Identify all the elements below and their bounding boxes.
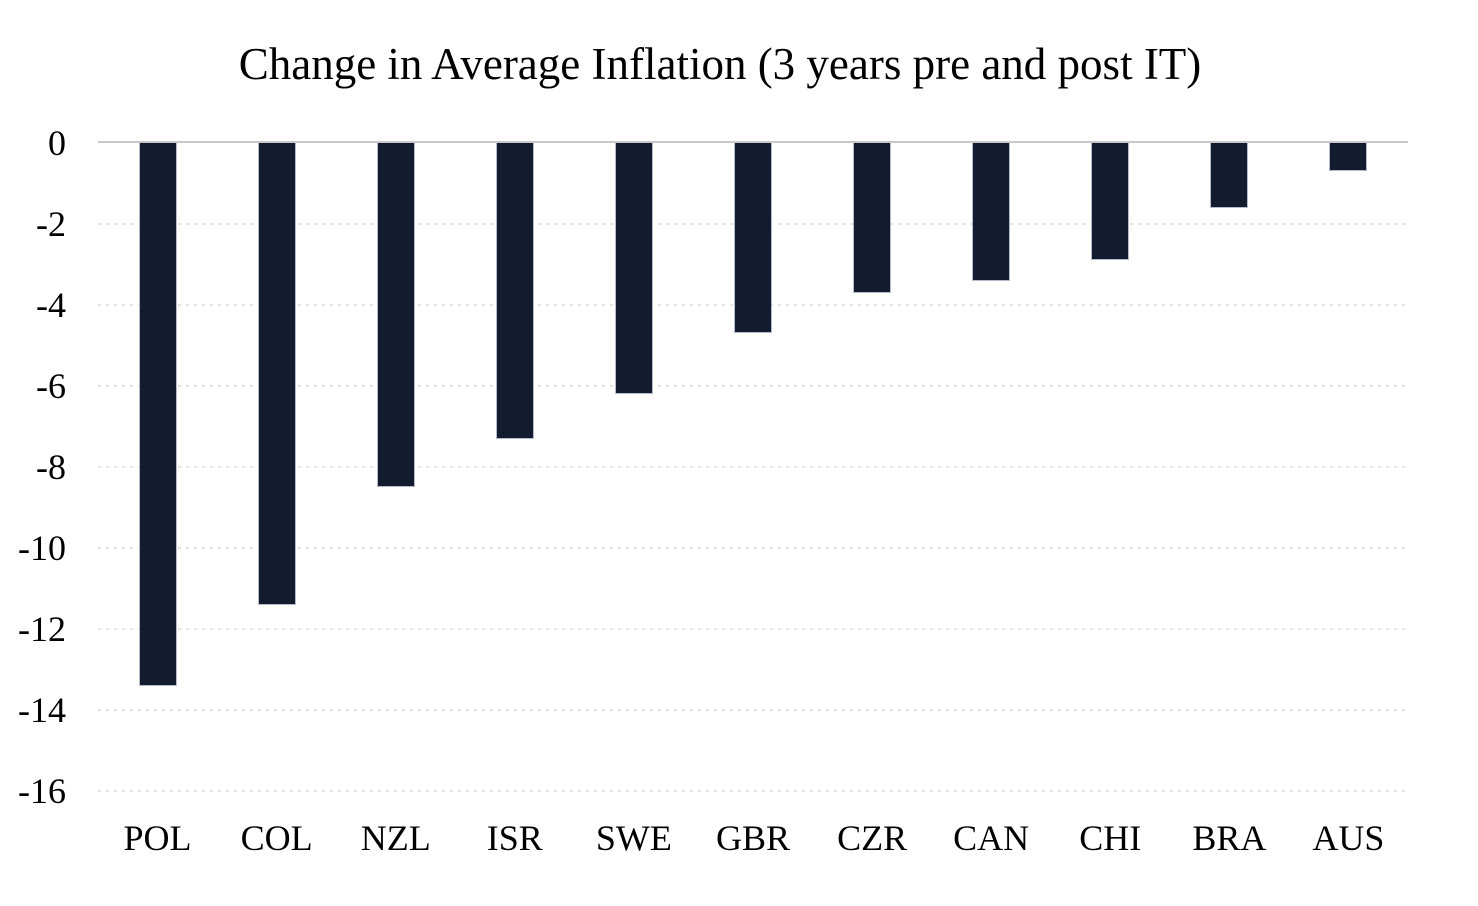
bar-CZR	[853, 143, 892, 293]
x-axis-category-label: GBR	[715, 818, 790, 858]
bar-COL	[257, 143, 296, 605]
y-axis-tick-label: -2	[36, 204, 66, 244]
y-axis-tick-label: -14	[18, 690, 66, 730]
gridline	[98, 385, 1408, 387]
y-axis-tick-label: -16	[18, 771, 66, 811]
x-axis-category-label: POL	[123, 818, 192, 858]
x-axis-category-label: COL	[240, 818, 313, 858]
bar-BRA	[1210, 143, 1249, 208]
bar-POL	[138, 143, 177, 686]
bar-CAN	[972, 143, 1011, 281]
bar-AUS	[1329, 143, 1368, 172]
gridline	[98, 547, 1408, 549]
bar-NZL	[376, 143, 415, 488]
gridline	[98, 709, 1408, 711]
zero-axis-line	[98, 141, 1408, 143]
x-axis-category-label: AUS	[1312, 818, 1385, 858]
bar-SWE	[614, 143, 653, 395]
y-axis-tick-label: -12	[18, 609, 66, 649]
y-axis-tick-label: -8	[36, 447, 66, 487]
y-axis-tick-label: 0	[48, 123, 66, 163]
x-axis-category-label: BRA	[1192, 818, 1267, 858]
plot-area	[98, 143, 1408, 792]
gridline	[98, 466, 1408, 468]
chart-title: Change in Average Inflation (3 years pre…	[238, 39, 1202, 89]
x-axis-category-label: SWE	[595, 818, 672, 858]
x-axis-category-label: ISR	[486, 818, 543, 858]
bar-GBR	[734, 143, 772, 334]
y-axis-tick-label: -4	[36, 285, 66, 325]
x-axis-category-label: CHI	[1079, 818, 1142, 858]
gridline	[98, 790, 1408, 792]
y-axis-tick-label: -6	[36, 366, 66, 406]
x-axis-category-label: CAN	[953, 818, 1030, 858]
gridline	[98, 628, 1408, 630]
x-axis-category-label: CZR	[837, 818, 908, 858]
bar-CHI	[1091, 143, 1130, 261]
bar-ISR	[495, 143, 534, 439]
x-axis-category-label: NZL	[360, 818, 431, 858]
y-axis-tick-label: -10	[18, 528, 66, 568]
